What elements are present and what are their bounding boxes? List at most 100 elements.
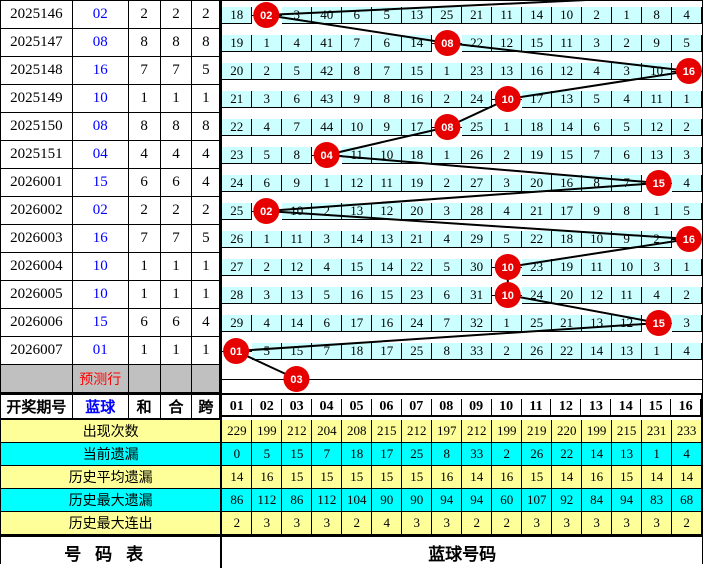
grid-cell: 5 xyxy=(372,6,403,24)
grid-cell: 4 xyxy=(432,230,463,248)
grid-cell: 10 xyxy=(582,230,613,248)
grid-cell: 22 xyxy=(402,258,433,276)
blue-ball-cell: 15 xyxy=(72,169,129,197)
grid-cell: 13 xyxy=(582,314,613,332)
grid-cell: 4 xyxy=(492,202,523,220)
grid-cell: 9 xyxy=(642,34,673,52)
stat-value-cell: 15 xyxy=(612,466,643,489)
grid-cell: 4 xyxy=(282,34,313,52)
grid-cell: 30 xyxy=(462,258,493,276)
blue-ball-cell: 15 xyxy=(72,309,129,337)
stat-value-cell: 15 xyxy=(282,466,313,489)
grid-cell: 26 xyxy=(222,230,253,248)
stat-value-cell: 22 xyxy=(552,443,583,466)
grid-cell xyxy=(642,322,673,324)
blue-ball-cell: 10 xyxy=(72,281,129,309)
grid-cell xyxy=(312,378,343,380)
stat-value-cell: 14 xyxy=(672,466,703,489)
sum-cell: 7 xyxy=(128,57,161,85)
stat-value-cell: 18 xyxy=(342,443,373,466)
grid-cell: 10 xyxy=(552,6,583,24)
grid-cell: 6 xyxy=(582,118,613,136)
grid-cell: 25 xyxy=(222,202,253,220)
grid-cell: 4 xyxy=(252,118,283,136)
grid-cell: 19 xyxy=(402,174,433,192)
grid-cell: 7 xyxy=(582,146,613,164)
sum-cell: 7 xyxy=(128,225,161,253)
stat-row: 历史最大连出 2 3 3 3 2 4 3 3 2 2 3 3 3 3 3 2 xyxy=(1,512,703,535)
grid-cell: 15 xyxy=(402,62,433,80)
grid-cell: 1 xyxy=(312,174,343,192)
sum-cell: 8 xyxy=(128,29,161,57)
span-cell: 1 xyxy=(192,337,221,365)
grid-cell: 13 xyxy=(492,62,523,80)
grid-cell: 25 xyxy=(522,314,553,332)
grid-cell: 2 xyxy=(492,342,523,360)
grid-cell: 13 xyxy=(642,146,673,164)
sum-cell: 2 xyxy=(128,1,161,29)
grid-cell: 2 xyxy=(252,258,283,276)
stat-value-cell: 16 xyxy=(432,466,463,489)
he-cell: 8 xyxy=(160,29,193,57)
grid-cell: 7 xyxy=(312,342,343,360)
grid-cell: 23 xyxy=(522,258,553,276)
grid-cell: 14 xyxy=(342,230,373,248)
grid-cell: 25 xyxy=(402,342,433,360)
grid-cell: 10 xyxy=(642,62,673,80)
omission-grid: 23 5 8 11 10 18 1 26 2 19 15 7 6 13 3 xyxy=(220,141,702,169)
span-cell: 5 xyxy=(192,225,221,253)
ball-column-header: 12 xyxy=(551,398,582,417)
stat-value-cell: 4 xyxy=(672,443,703,466)
stat-value-cell: 3 xyxy=(522,512,553,535)
grid-cell: 3 xyxy=(492,174,523,192)
grid-cell: 26 xyxy=(462,146,493,164)
grid-cell: 6 xyxy=(432,286,463,304)
stat-value-cell: 215 xyxy=(612,420,643,443)
column-header-row: 开奖期号 蓝球和合跨 01 02 03 04 05 06 07 08 09 10 11 12 13 14 15 1… xyxy=(1,393,702,420)
grid-cell xyxy=(252,14,283,16)
ball-column-header: 05 xyxy=(342,398,372,417)
grid-cell: 24 xyxy=(462,90,493,108)
grid-cell: 14 xyxy=(582,342,613,360)
grid-cell: 19 xyxy=(222,34,253,52)
grid-cell: 3 xyxy=(642,258,673,276)
grid-cell: 16 xyxy=(552,174,583,192)
grid-cell: 5 xyxy=(582,90,613,108)
grid-cell: 1 xyxy=(492,118,523,136)
draw-row: 2025149 10 1 1 1 21 3 6 43 9 8 16 2 24 17 13 5 4 11 1 xyxy=(1,85,702,113)
grid-cell: 9 xyxy=(612,230,643,248)
grid-cell: 32 xyxy=(462,314,493,332)
grid-cell xyxy=(672,70,702,72)
grid-cell xyxy=(282,378,313,380)
stat-value-cell: 90 xyxy=(402,489,433,512)
grid-cell: 28 xyxy=(462,202,493,220)
sum-cell: 1 xyxy=(128,281,161,309)
period-cell: 2025147 xyxy=(1,29,73,57)
stat-value-cell: 14 xyxy=(462,466,493,489)
header-0: 开奖期号 xyxy=(1,395,73,420)
footer-number-table-label: 号码表 xyxy=(1,537,221,568)
stat-values: 14 16 15 15 15 15 15 16 14 16 15 14 16 15 14 14 xyxy=(220,466,703,489)
grid-cell: 4 xyxy=(672,342,702,360)
draw-row: 2026001 15 6 6 4 24 6 9 1 12 11 19 2 27 3 20 16 8 7 4 xyxy=(1,169,702,197)
grid-cell: 9 xyxy=(342,90,373,108)
grid-cell: 8 xyxy=(372,90,403,108)
stat-value-cell: 15 xyxy=(372,466,403,489)
stat-values: 229 199 212 204 208 215 212 197 212 199 219 220 199 2… xyxy=(220,420,703,443)
grid-cell xyxy=(462,378,493,380)
grid-cell: 11 xyxy=(492,6,523,24)
ball-column-header: 14 xyxy=(611,398,642,417)
grid-cell: 7 xyxy=(432,314,463,332)
he-cell xyxy=(160,365,193,393)
draw-row: 2026003 16 7 7 5 26 1 11 3 14 13 21 4 29 5 22 18 10 9 2 xyxy=(1,225,702,253)
period-cell: 2025148 xyxy=(1,57,73,85)
stat-value-cell: 2 xyxy=(462,512,493,535)
period-cell: 2026007 xyxy=(1,337,73,365)
grid-cell xyxy=(432,378,463,380)
grid-cell: 6 xyxy=(372,34,403,52)
ball-column-header: 06 xyxy=(371,398,402,417)
grid-cell xyxy=(672,378,702,380)
span-cell: 1 xyxy=(192,253,221,281)
sum-cell: 1 xyxy=(128,85,161,113)
ball-column-header: 04 xyxy=(312,398,342,417)
